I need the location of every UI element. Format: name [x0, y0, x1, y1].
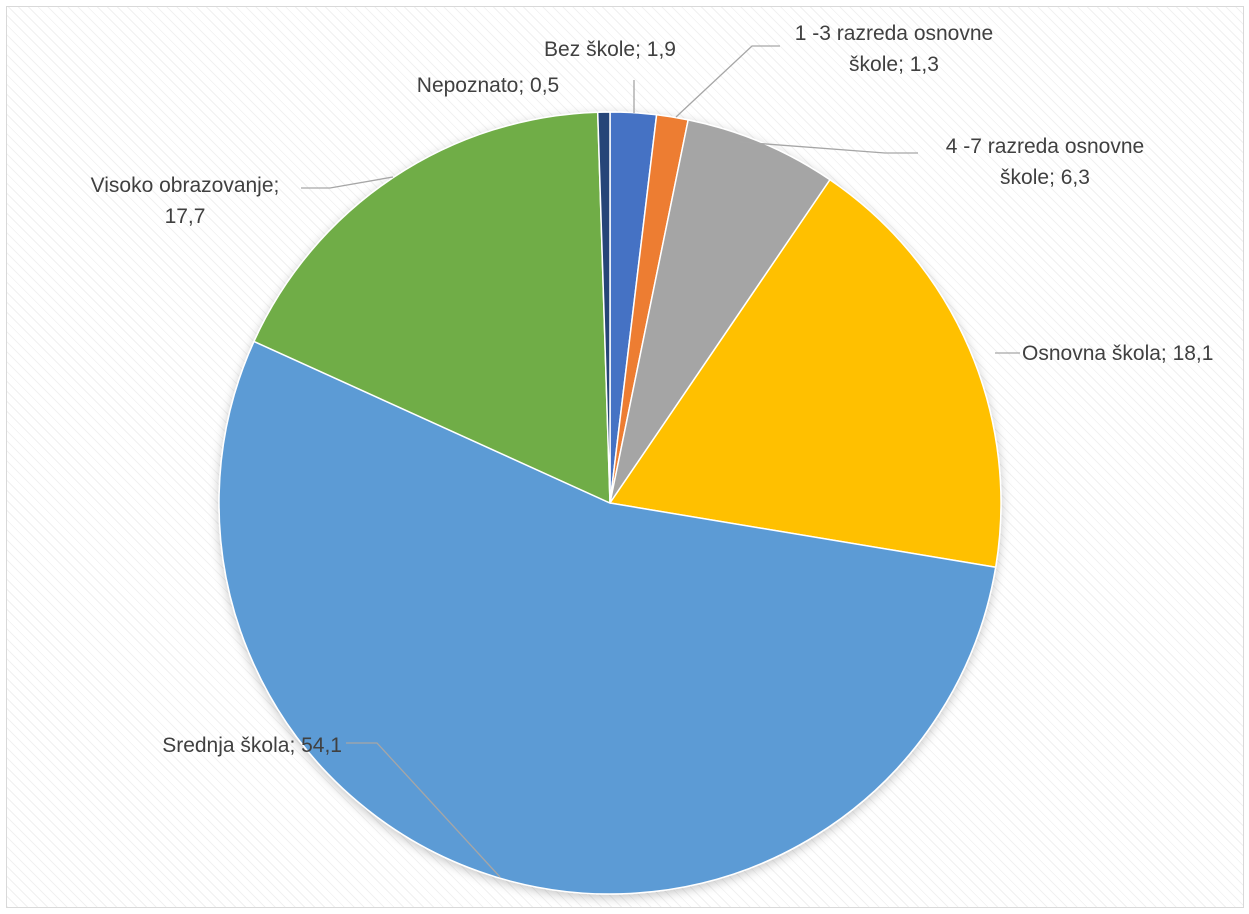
pie-slice: [252, 111, 611, 505]
data-label: Osnovna škola; 18,1: [1022, 342, 1213, 365]
leader-line: [739, 141, 918, 154]
data-label: 1 -3 razreda osnovne škole; 1,3: [795, 22, 993, 76]
data-label: 4 -7 razreda osnovne škole; 6,3: [946, 135, 1144, 189]
leader-line: [301, 176, 394, 189]
data-label: Bez škole; 1,9: [544, 38, 676, 61]
data-label: Visoko obrazovanje; 17,7: [91, 174, 280, 228]
leader-line: [346, 742, 501, 878]
pie-slice: [608, 178, 1002, 569]
pie-slice: [609, 119, 832, 504]
leader-line: [675, 45, 780, 118]
data-label: Srednja škola; 54,1: [162, 734, 342, 757]
pie-slices: [218, 111, 1002, 895]
data-label: Nepoznato; 0,5: [417, 74, 559, 97]
pie-slice: [218, 340, 997, 895]
leader-lines: [301, 45, 1020, 878]
pie-slice: [596, 111, 611, 504]
data-labels: Bez škole; 1,9 1 -3 razreda osnovne škole;…: [91, 22, 1214, 757]
